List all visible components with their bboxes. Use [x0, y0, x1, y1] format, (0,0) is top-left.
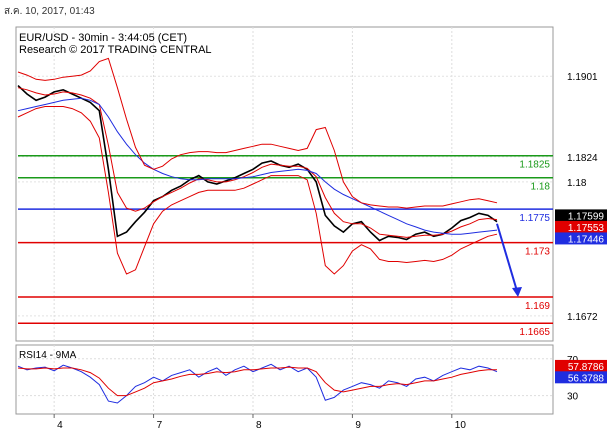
y-tick-label: 1.18 [567, 178, 587, 189]
chart-header-line2: Research © 2017 TRADING CENTRAL [19, 44, 212, 56]
forecast-line [496, 223, 518, 292]
x-tick-label: 4 [57, 420, 63, 431]
rsi-tag-label: 56.3788 [568, 373, 605, 384]
forecast-arrow [496, 223, 522, 298]
x-tick-label: 8 [256, 420, 262, 431]
level-label: 1.1775 [519, 213, 550, 224]
price-tag-label: 1.17599 [568, 211, 605, 222]
rsi-tag [555, 371, 607, 384]
y-tick-label: 1.1824 [567, 153, 598, 164]
x-tick-label: 7 [157, 420, 163, 431]
price-series-line [17, 57, 498, 209]
price-tag [555, 232, 607, 245]
level-label: 1.1665 [519, 327, 550, 338]
rsi-title: RSI14 - 9MA [19, 350, 77, 361]
level-label: 1.173 [525, 247, 550, 258]
rsi-tag-label: 57.8786 [568, 362, 605, 373]
y-tick-label: 1.1901 [567, 72, 598, 83]
price-series [17, 57, 498, 275]
price-series-line [17, 97, 498, 235]
level-label: 1.1825 [519, 160, 550, 171]
x-tick-label: 9 [355, 420, 361, 431]
rsi-tag [555, 359, 607, 372]
price-series-line [17, 106, 498, 275]
price-tag-label: 1.17446 [568, 234, 605, 245]
forecast-arrowhead [512, 287, 522, 298]
price-series-line [17, 85, 498, 242]
timestamp-label: ส.ค. 10, 2017, 01:43 [4, 6, 95, 17]
rsi-series-line [17, 366, 497, 397]
price-tag [555, 220, 607, 233]
rsi-series [17, 363, 498, 404]
price-axis-ticks: 1.1901 1.1824 1.18 1.1672 [567, 72, 598, 323]
price-tag [555, 209, 607, 222]
y-tick-label: 1.1672 [567, 312, 598, 323]
price-panel [15, 26, 554, 342]
level-label: 1.18 [531, 182, 551, 193]
level-label: 1.169 [525, 301, 550, 312]
x-axis-ticks: 4 7 8 9 10 [53, 414, 467, 431]
rsi-grid [18, 345, 553, 414]
rsi-panel [15, 344, 554, 415]
x-tick-label: 10 [455, 420, 467, 431]
chart-header-line1: EUR/USD - 30min - 3:44:05 (CET) [19, 32, 187, 44]
price-tag-label: 1.17553 [568, 223, 605, 234]
rsi-y-tick-label: 30 [567, 392, 579, 403]
level-lines: 1.1825 1.18 1.1775 1.173 1.169 1.1665 [18, 154, 553, 338]
